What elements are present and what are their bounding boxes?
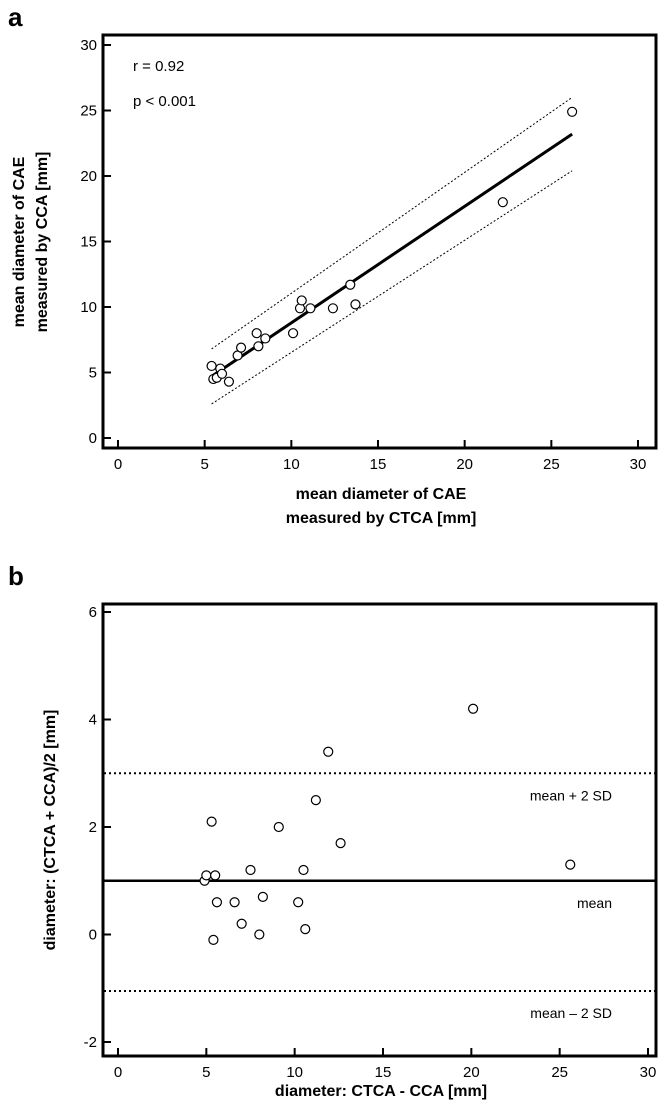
x-tick-label: 10: [283, 456, 300, 473]
y-tick-label: 6: [89, 604, 97, 621]
panel-a-confidence-bands: [211, 96, 573, 405]
panel-a-xlabel-line1: mean diameter of CAE: [296, 486, 467, 503]
data-point: [206, 816, 217, 827]
y-tick-label: 4: [89, 712, 97, 729]
data-point: [254, 929, 265, 940]
panel-a-r-value: r = 0.92: [133, 58, 184, 75]
data-point: [350, 299, 361, 310]
data-point: [296, 295, 307, 306]
x-tick-label: 5: [200, 456, 208, 473]
data-point: [251, 328, 262, 339]
data-point: [323, 746, 334, 757]
reference-line-label: mean: [577, 895, 612, 911]
data-point: [497, 197, 508, 208]
data-point: [223, 376, 235, 387]
y-tick-label: 25: [80, 103, 97, 120]
data-point: [305, 303, 316, 314]
y-tick-label: 20: [80, 168, 97, 185]
panel-a-label: a: [8, 2, 23, 32]
data-point: [298, 864, 309, 876]
data-point: [327, 303, 339, 314]
data-point: [245, 864, 256, 876]
x-tick-label: 20: [463, 1064, 480, 1081]
confidence-band-line: [211, 170, 573, 405]
data-point: [345, 279, 356, 290]
y-tick-label: -2: [84, 1034, 97, 1051]
panel-a-regression: [210, 132, 573, 378]
data-point: [567, 106, 578, 117]
x-tick-label: 15: [370, 456, 387, 473]
panel-b-ylabel: diameter: (CTCA + CCA)/2 [mm]: [42, 710, 59, 951]
data-point: [211, 897, 223, 908]
data-point: [229, 897, 240, 908]
panel-a: a 0 5 10 15 20 25 30 0 5 10 15 20 25 30 r = 0.92 p < …: [8, 2, 658, 527]
panel-b-label: b: [8, 561, 24, 591]
panel-b-points: [199, 703, 576, 945]
y-tick-label: 0: [89, 927, 97, 944]
y-tick-label: 2: [89, 819, 97, 836]
data-point: [216, 368, 228, 379]
panel-a-points: [206, 106, 578, 387]
data-point: [206, 360, 217, 372]
confidence-band-line: [211, 96, 573, 350]
x-tick-label: 25: [551, 1064, 568, 1081]
x-tick-label: 30: [630, 456, 647, 473]
data-point: [257, 891, 268, 902]
data-point: [468, 703, 479, 714]
data-point: [565, 859, 576, 870]
data-point: [273, 821, 284, 833]
data-point: [235, 342, 247, 353]
y-tick-label: 5: [89, 365, 97, 382]
panel-a-p-value: p < 0.001: [133, 93, 196, 110]
reference-line-label: mean – 2 SD: [530, 1005, 612, 1021]
x-tick-label: 5: [202, 1064, 210, 1081]
regression-line: [210, 132, 573, 378]
panel-a-xlabel-line2: measured by CTCA [mm]: [286, 510, 477, 527]
x-tick-label: 25: [543, 456, 560, 473]
panel-b-reference-lines: mean + 2 SD mean mean – 2 SD: [104, 772, 655, 1021]
x-tick-label: 0: [114, 1064, 122, 1081]
x-tick-label: 30: [640, 1064, 657, 1081]
data-point: [260, 333, 271, 344]
data-point: [201, 870, 212, 881]
y-tick-label: 15: [80, 234, 97, 251]
reference-line-label: mean + 2 SD: [530, 787, 612, 803]
data-point: [208, 934, 219, 945]
data-point: [300, 924, 311, 935]
panel-a-ylabel-line1: mean diameter of CAE: [11, 156, 28, 327]
x-tick-label: 0: [114, 456, 122, 473]
panel-b-ticks: 0 5 10 15 20 25 30 -2 0 2 4 6: [84, 604, 657, 1081]
x-tick-label: 10: [286, 1064, 303, 1081]
y-tick-label: 10: [80, 299, 97, 316]
panel-b-xlabel: diameter: CTCA - CCA [mm]: [275, 1083, 487, 1100]
y-tick-label: 30: [80, 37, 97, 54]
data-point: [210, 870, 221, 881]
data-point: [236, 918, 247, 929]
data-point: [287, 328, 299, 339]
y-tick-label: 0: [89, 430, 97, 447]
data-point: [253, 341, 264, 352]
panel-b-plot-frame: [101, 602, 658, 1058]
x-tick-label: 20: [456, 456, 473, 473]
data-point: [335, 838, 346, 849]
data-point: [310, 795, 321, 806]
panel-a-ticks: 0 5 10 15 20 25 30 0 5 10 15 20 25 30: [80, 37, 646, 473]
x-tick-label: 15: [375, 1064, 392, 1081]
panel-a-ylabel-line2: measured by CCA [mm]: [34, 152, 51, 333]
data-point: [293, 897, 304, 908]
